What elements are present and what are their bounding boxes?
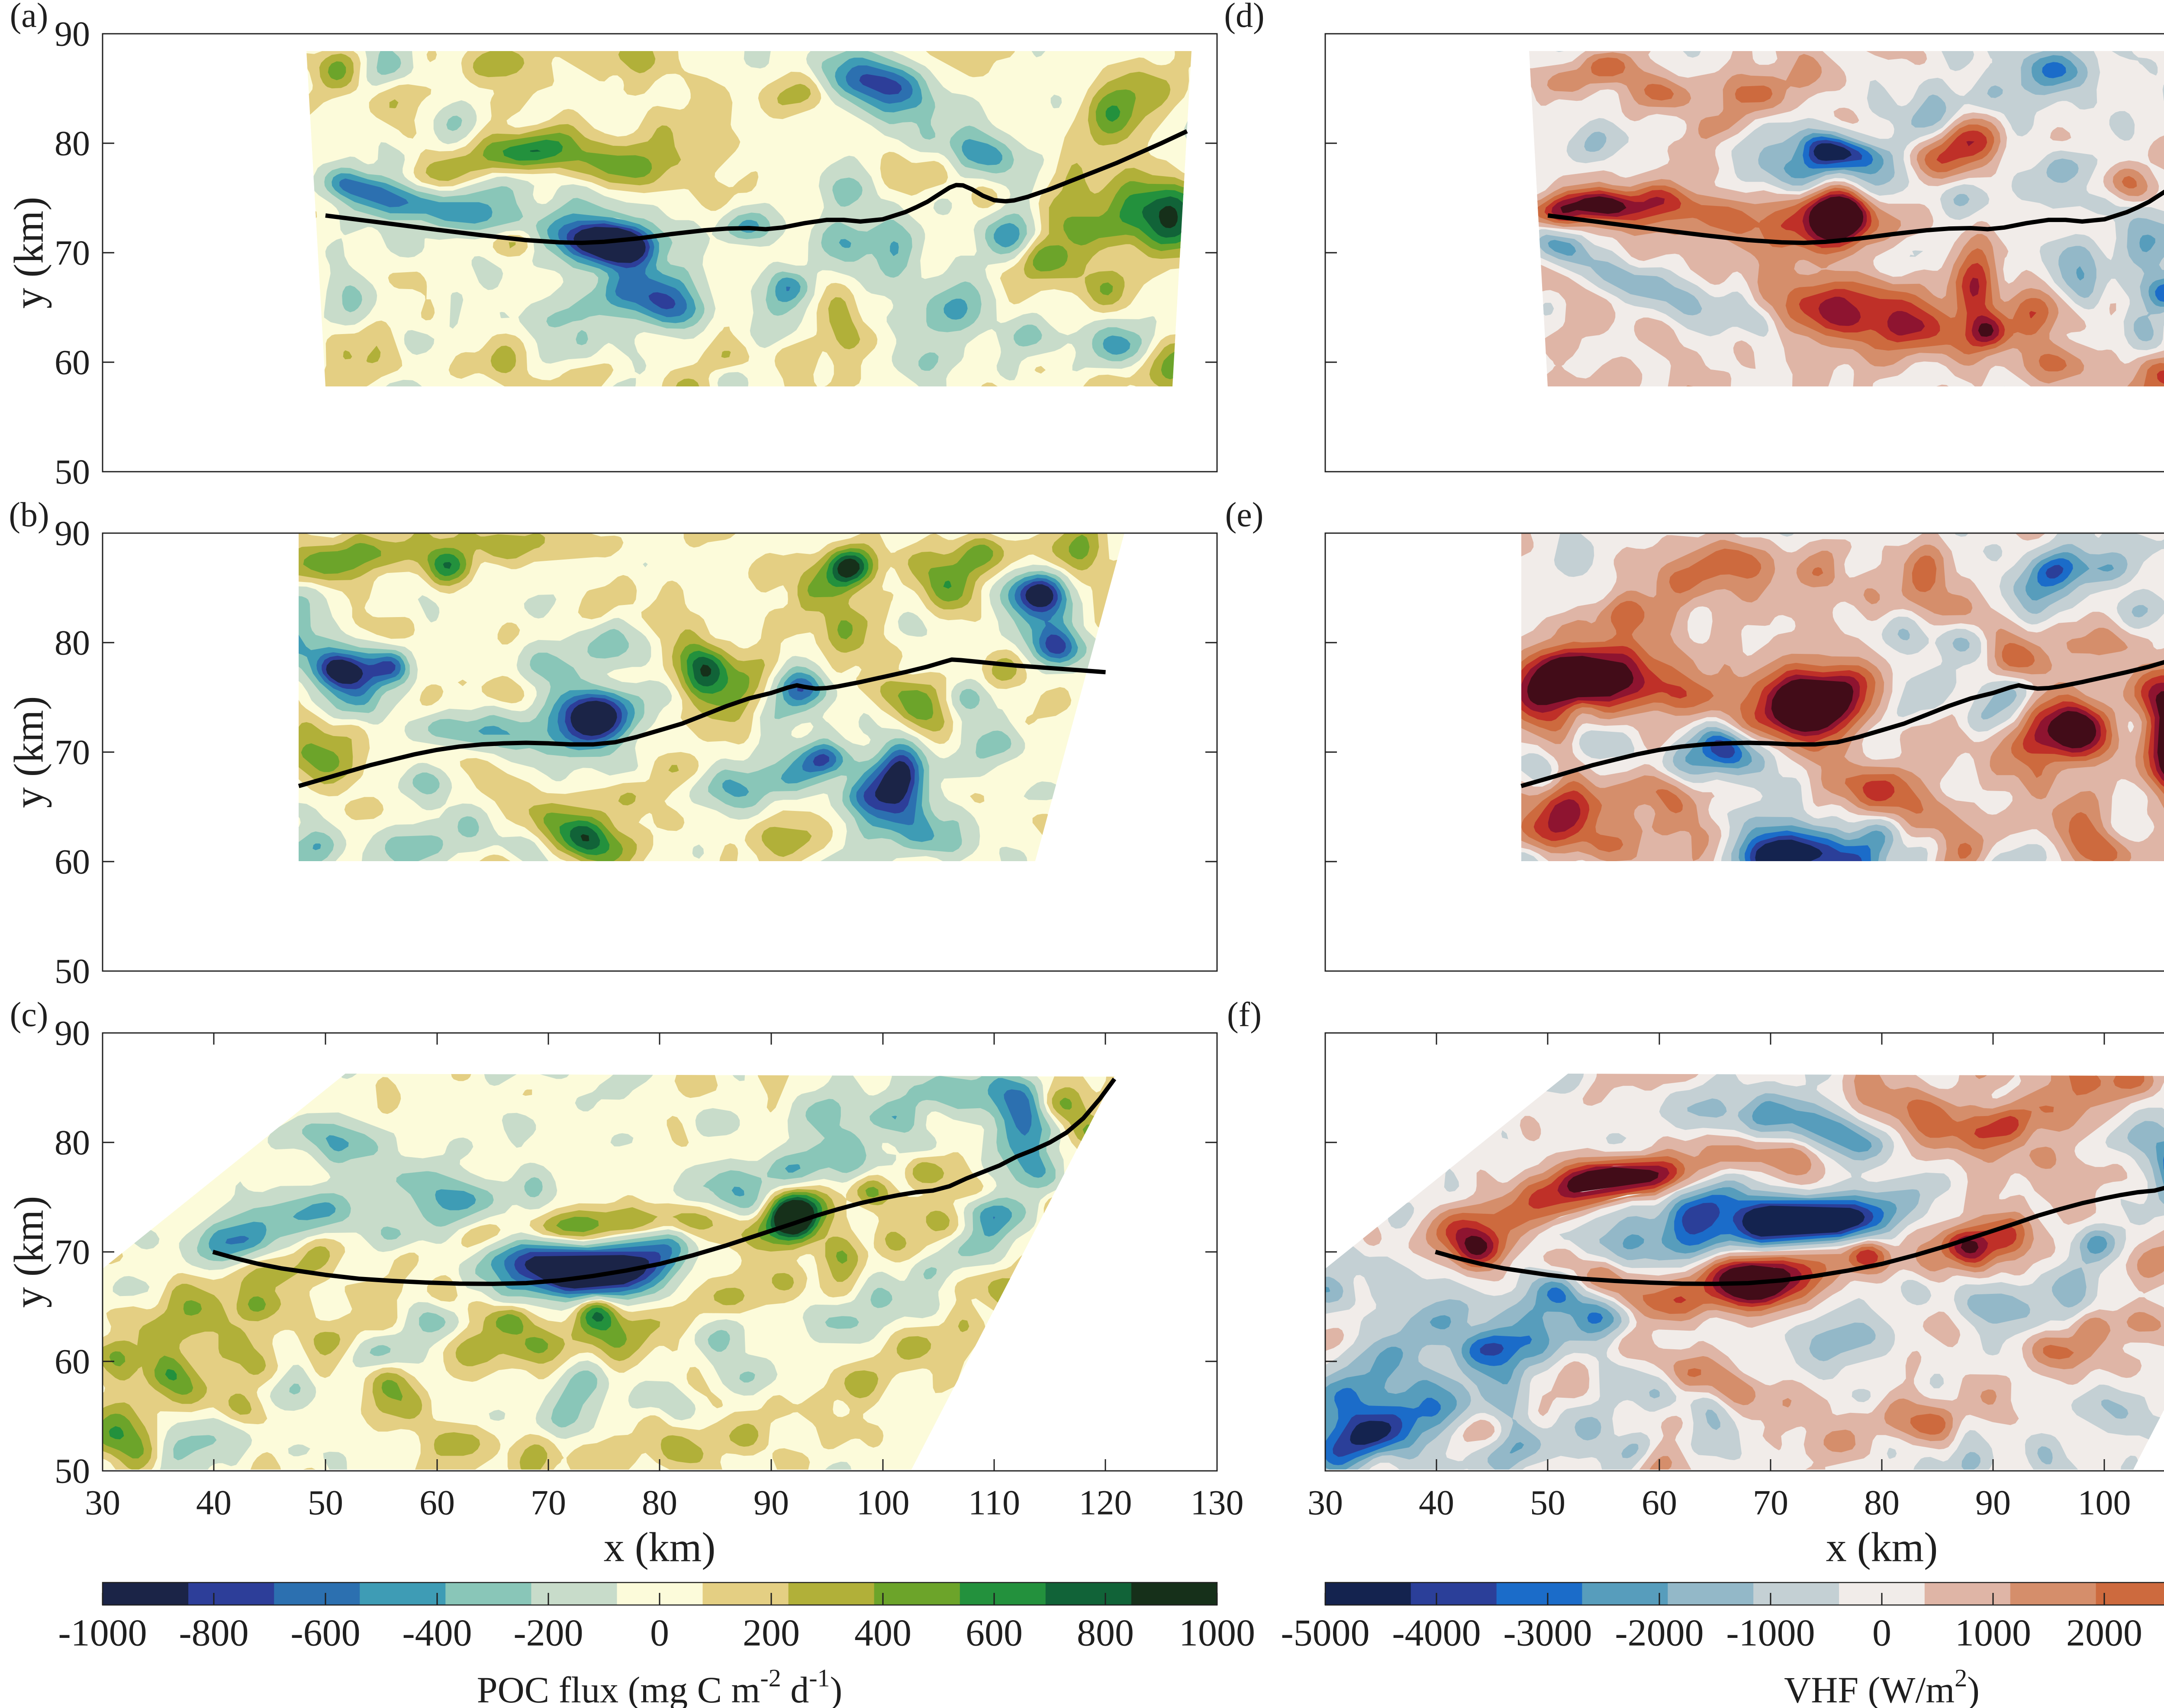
- svg-text:-800: -800: [179, 1612, 248, 1654]
- svg-text:40: 40: [196, 1483, 232, 1522]
- svg-text:90: 90: [754, 1483, 789, 1522]
- svg-text:(e): (e): [1225, 496, 1264, 534]
- svg-text:-600: -600: [290, 1612, 360, 1654]
- svg-text:(d): (d): [1224, 0, 1264, 35]
- svg-text:90: 90: [1975, 1483, 2011, 1522]
- svg-text:(c): (c): [10, 996, 48, 1034]
- svg-text:50: 50: [55, 452, 90, 492]
- svg-text:2000: 2000: [2066, 1612, 2142, 1654]
- svg-text:60: 60: [55, 343, 90, 382]
- svg-text:70: 70: [55, 733, 90, 772]
- svg-text:60: 60: [1642, 1483, 1677, 1522]
- svg-text:y (km): y (km): [6, 197, 52, 309]
- svg-text:-3000: -3000: [1503, 1612, 1592, 1654]
- svg-text:0: 0: [650, 1612, 669, 1654]
- svg-text:90: 90: [55, 14, 90, 54]
- svg-text:-400: -400: [402, 1612, 472, 1654]
- svg-text:0: 0: [1872, 1612, 1891, 1654]
- svg-text:1000: 1000: [1955, 1612, 2031, 1654]
- svg-text:50: 50: [1530, 1483, 1565, 1522]
- svg-text:-4000: -4000: [1392, 1612, 1481, 1654]
- svg-text:70: 70: [55, 233, 90, 273]
- svg-text:70: 70: [1753, 1483, 1788, 1522]
- svg-text:50: 50: [55, 1451, 90, 1491]
- svg-text:120: 120: [1079, 1483, 1132, 1522]
- svg-text:800: 800: [1077, 1612, 1134, 1654]
- svg-text:400: 400: [854, 1612, 911, 1654]
- svg-text:POC flux (mg C m-2 d-1): POC flux (mg C m-2 d-1): [477, 1664, 842, 1708]
- svg-text:600: 600: [966, 1612, 1023, 1654]
- svg-text:50: 50: [308, 1483, 343, 1522]
- svg-text:80: 80: [55, 1123, 90, 1162]
- svg-text:1000: 1000: [1179, 1612, 1255, 1654]
- svg-text:x (km): x (km): [1826, 1524, 1938, 1570]
- svg-text:60: 60: [55, 842, 90, 881]
- svg-text:-1000: -1000: [58, 1612, 147, 1654]
- svg-text:70: 70: [531, 1483, 566, 1522]
- svg-text:60: 60: [55, 1342, 90, 1381]
- svg-text:70: 70: [55, 1232, 90, 1272]
- svg-text:-2000: -2000: [1615, 1612, 1704, 1654]
- svg-text:100: 100: [857, 1483, 910, 1522]
- svg-text:y (km): y (km): [6, 696, 52, 808]
- svg-text:80: 80: [55, 124, 90, 163]
- svg-text:80: 80: [642, 1483, 677, 1522]
- svg-text:80: 80: [1864, 1483, 1900, 1522]
- svg-text:130: 130: [1191, 1483, 1244, 1522]
- svg-text:60: 60: [419, 1483, 455, 1522]
- svg-text:(b): (b): [9, 496, 49, 534]
- svg-text:100: 100: [2078, 1483, 2131, 1522]
- svg-text:200: 200: [743, 1612, 800, 1654]
- svg-text:VHF (W/m2): VHF (W/m2): [1784, 1664, 1980, 1708]
- svg-text:90: 90: [55, 1013, 90, 1053]
- svg-text:-1000: -1000: [1726, 1612, 1815, 1654]
- svg-text:y (km): y (km): [6, 1196, 52, 1308]
- svg-text:30: 30: [85, 1483, 120, 1522]
- svg-text:-200: -200: [513, 1612, 583, 1654]
- svg-text:-5000: -5000: [1281, 1612, 1369, 1654]
- svg-text:30: 30: [1307, 1483, 1343, 1522]
- svg-text:(f): (f): [1227, 996, 1262, 1034]
- svg-text:80: 80: [55, 623, 90, 663]
- svg-text:40: 40: [1419, 1483, 1454, 1522]
- svg-text:110: 110: [968, 1483, 1020, 1522]
- svg-text:50: 50: [55, 952, 90, 991]
- svg-text:x (km): x (km): [604, 1524, 716, 1570]
- svg-text:90: 90: [55, 514, 90, 553]
- svg-text:(a): (a): [10, 0, 48, 35]
